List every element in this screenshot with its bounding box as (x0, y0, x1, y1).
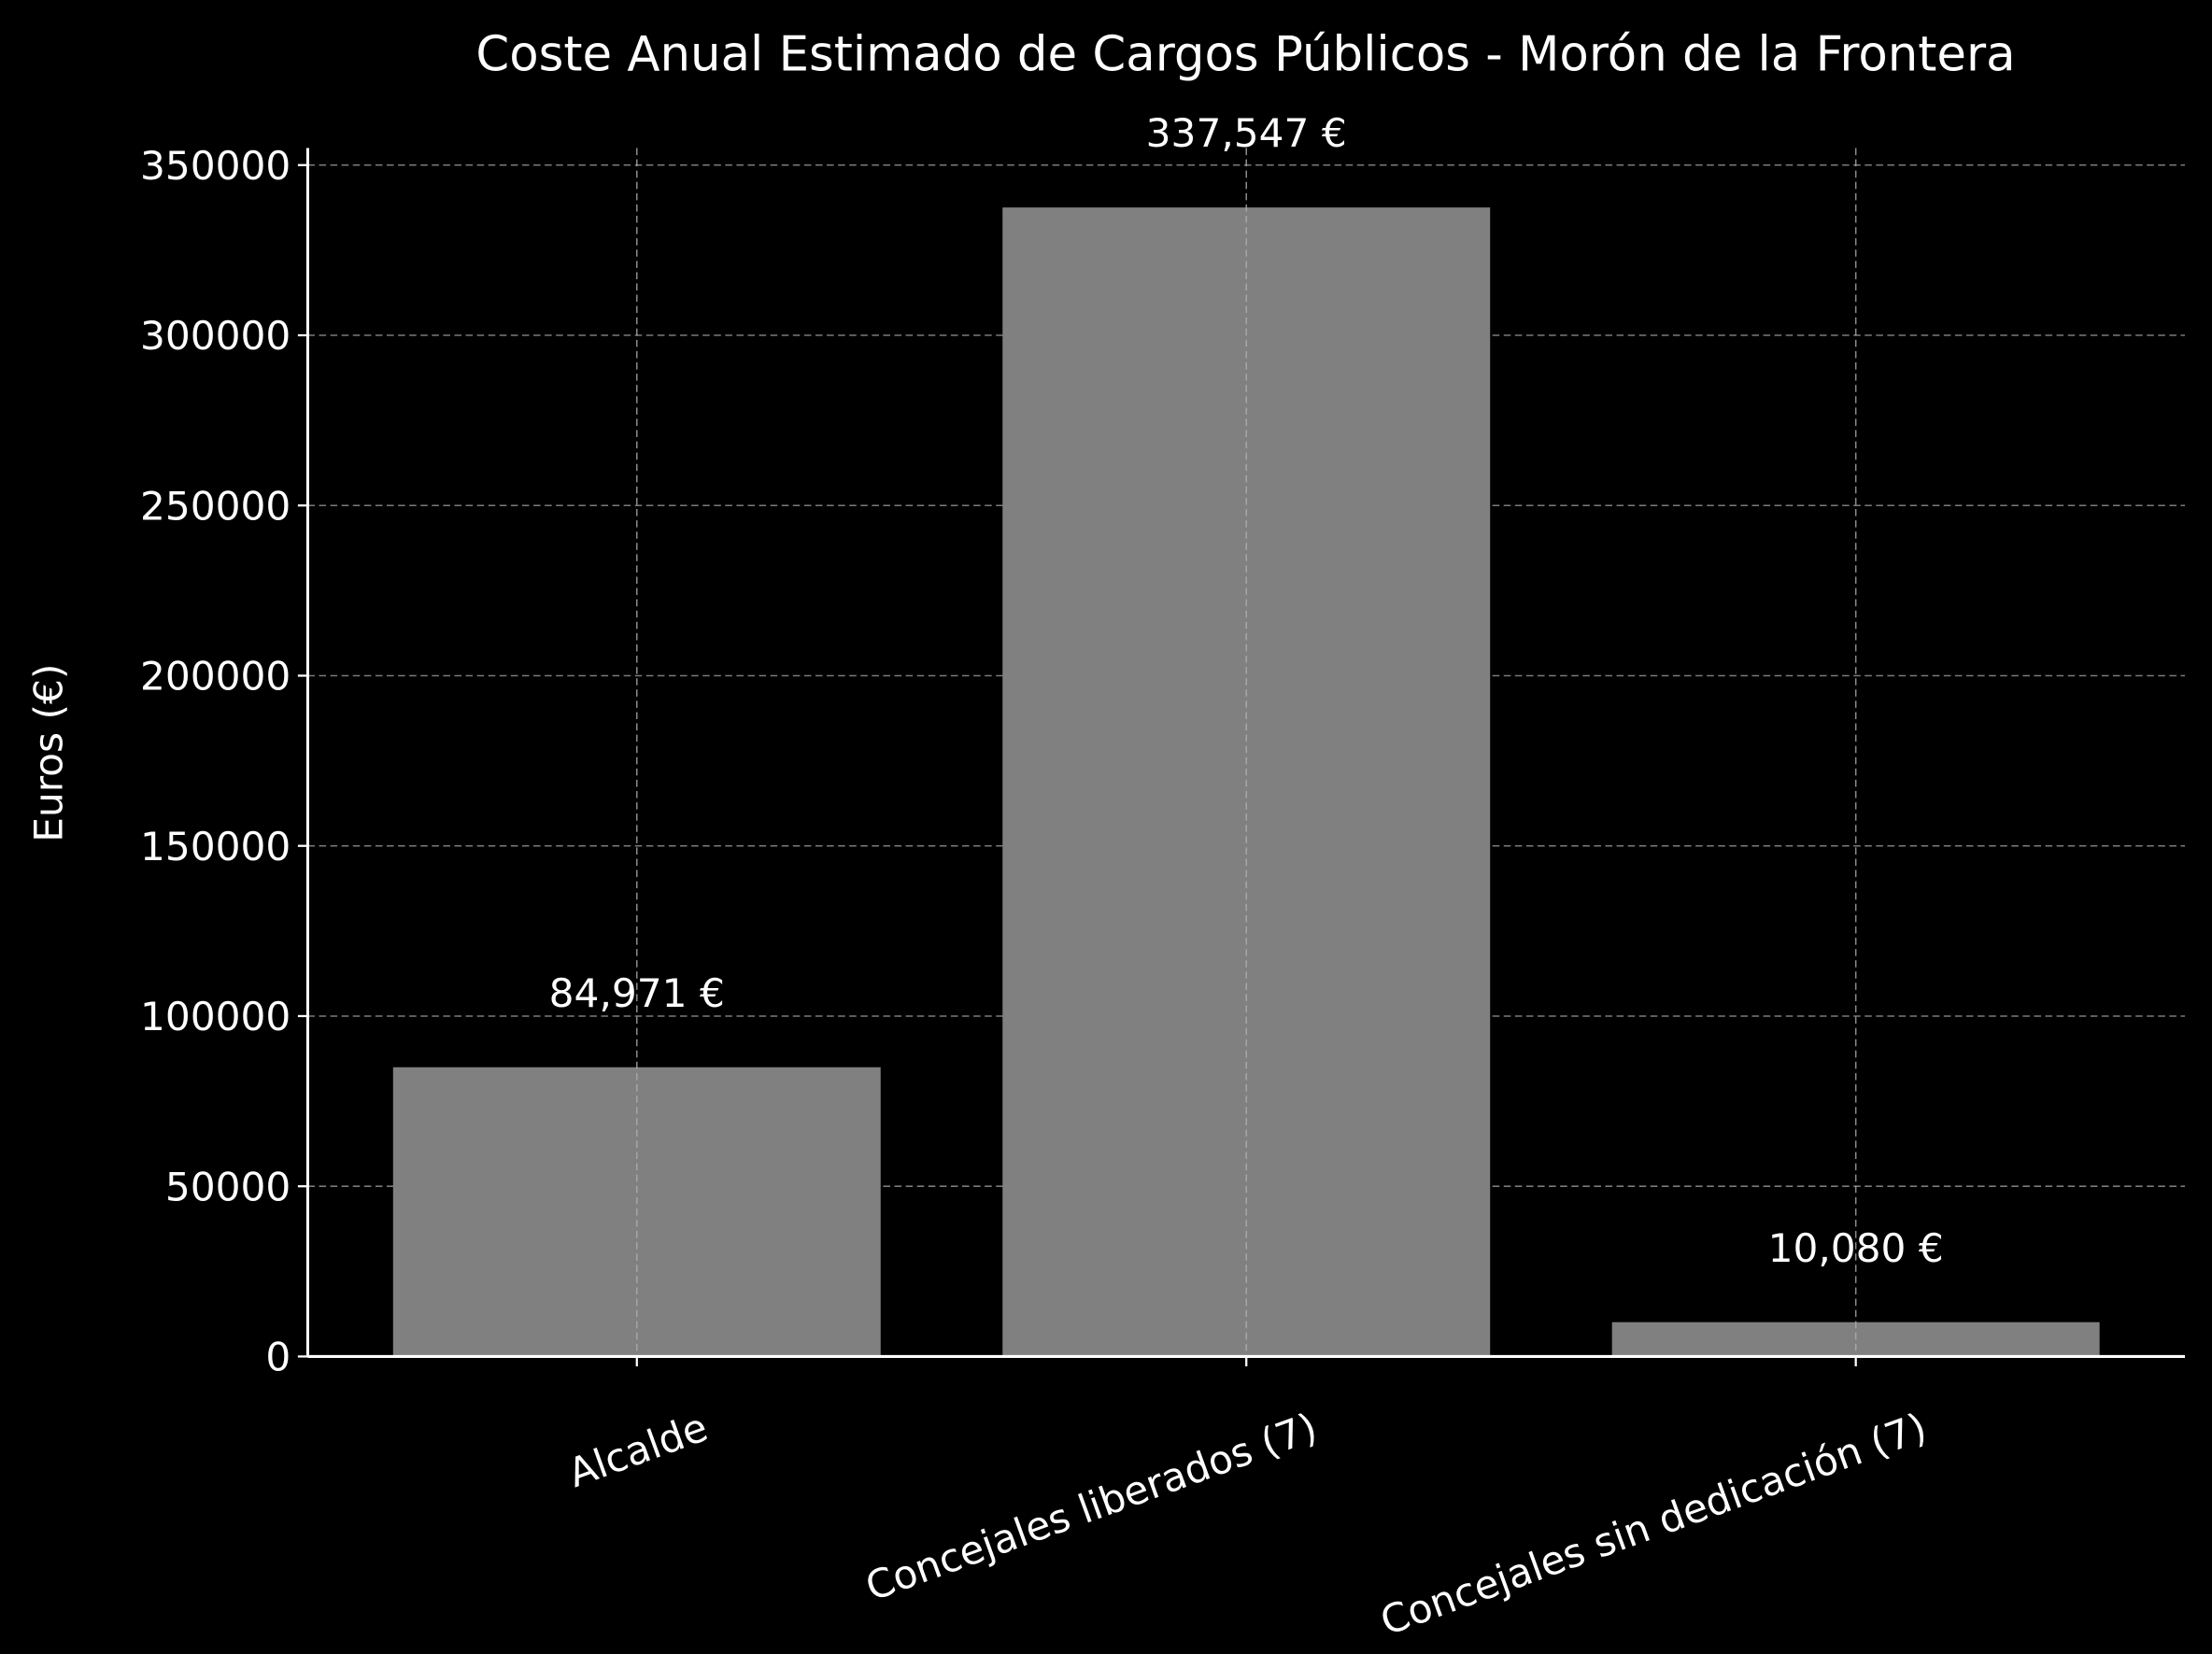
y-tick-label: 0 (265, 1335, 291, 1380)
data-label: 337,547 € (1146, 110, 1347, 156)
chart-title: Coste Anual Estimado de Cargos Públicos … (475, 26, 2015, 82)
y-tick-label: 250000 (140, 483, 291, 529)
y-tick-label: 200000 (140, 654, 291, 700)
y-tick-label: 100000 (140, 994, 291, 1039)
data-labels: 84,971 € 337,547 € 10,080 € (549, 110, 1944, 1271)
y-tick-label: 350000 (140, 143, 291, 189)
x-tick-label: Alcalde (562, 1404, 714, 1496)
y-tick-label: 50000 (165, 1164, 291, 1209)
x-tick-label: Concejales sin dedicación (7) (1374, 1404, 1932, 1644)
x-tick-label: Concejales liberados (7) (859, 1404, 1323, 1609)
x-ticks: Alcalde Concejales liberados (7) Concejale… (562, 1356, 1933, 1645)
data-label: 84,971 € (549, 970, 725, 1016)
y-tick-label: 300000 (140, 313, 291, 359)
vertical-grid (636, 148, 1857, 1357)
data-label: 10,080 € (1768, 1225, 1944, 1271)
y-axis-label: Euros (€) (26, 664, 72, 842)
y-tick-label: 150000 (140, 824, 291, 869)
y-ticks: 0 50000 100000 150000 200000 250000 300000 3500… (140, 143, 308, 1380)
